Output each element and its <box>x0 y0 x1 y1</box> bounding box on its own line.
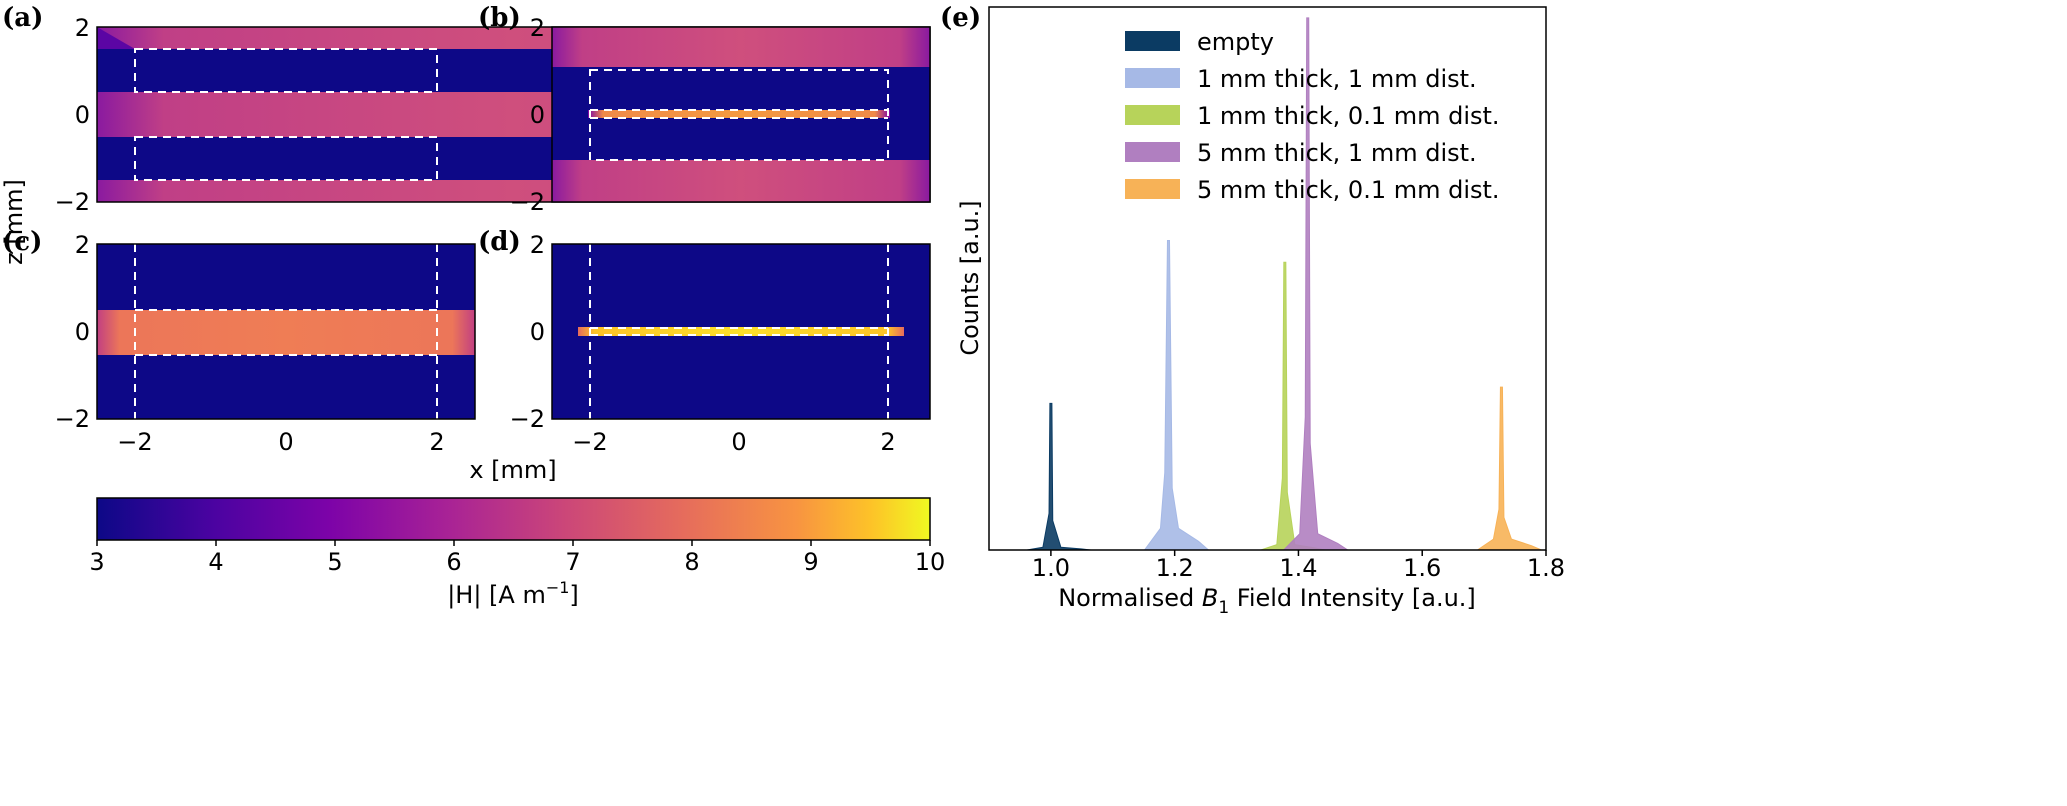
colorbar-tick-label: 3 <box>89 548 104 576</box>
panel-b-bottom-band <box>552 160 930 202</box>
legend-swatch <box>1125 105 1180 125</box>
z-axis-label: z [mm] <box>0 179 28 265</box>
x-tick-label: 0 <box>731 428 746 456</box>
colorbar-tick-label: 4 <box>208 548 223 576</box>
colorbar-tick-label: 5 <box>327 548 342 576</box>
legend-entry-label: empty <box>1197 28 1274 56</box>
colorbar-label: |H| [A m−1] <box>447 578 579 609</box>
histogram-peak <box>1282 17 1350 551</box>
panel-a-edge-wedge <box>97 27 135 49</box>
legend-swatch <box>1125 179 1180 199</box>
z-tick-labels: 2 0 −2 2 0 −2 2 0 −2 2 0 −2 <box>55 14 545 433</box>
colorbar-tick-label: 6 <box>446 548 461 576</box>
panel-b-top-band <box>552 27 930 67</box>
histogram-x-label: Normalised B1 Field Intensity [a.u.] <box>1058 584 1476 618</box>
z-tick-label: 2 <box>530 231 545 259</box>
histogram-panel: (e) 1.0 1.2 1.4 1.6 1.8 Normalised B1 Field … <box>940 3 1565 618</box>
histogram-x-tick-label: 1.0 <box>1032 554 1070 582</box>
x-axis-label: x [mm] <box>469 456 556 484</box>
legend-swatch <box>1125 142 1180 162</box>
colorbar-tick-label: 10 <box>915 548 946 576</box>
panel-b: (b) <box>478 3 931 203</box>
colorbar-gradient <box>96 497 931 541</box>
z-tick-label: 2 <box>75 231 90 259</box>
panel-a-slab-outline-bottom <box>134 136 438 181</box>
colorbar-tick-label: 8 <box>684 548 699 576</box>
z-tick-label: −2 <box>55 405 90 433</box>
z-tick-label: 0 <box>530 101 545 129</box>
x-tick-label: 0 <box>278 428 293 456</box>
histogram-peak <box>1026 402 1091 551</box>
x-tick-label: −2 <box>572 428 607 456</box>
panel-b-slab-outline <box>589 69 889 161</box>
panel-a-label: (a) <box>2 3 43 33</box>
colorbar-ticks: 3 4 5 6 7 8 9 10 <box>89 540 945 576</box>
histogram-peak <box>1475 386 1542 551</box>
x-tick-label: 2 <box>429 428 444 456</box>
colorbar-tick-label: 7 <box>565 548 580 576</box>
z-tick-label: 2 <box>75 14 90 42</box>
legend-entry-label: 1 mm thick, 1 mm dist. <box>1197 65 1477 93</box>
panel-c-frame <box>96 243 476 420</box>
histogram-y-label: Counts [a.u.] <box>956 200 984 355</box>
z-tick-label: −2 <box>510 188 545 216</box>
x-tick-label: 2 <box>880 428 895 456</box>
panel-b-frame <box>551 26 931 203</box>
histogram-x-tick-label: 1.2 <box>1156 554 1194 582</box>
panel-e-label: (e) <box>940 3 981 33</box>
legend-entry-label: 5 mm thick, 1 mm dist. <box>1197 139 1477 167</box>
panel-c: (c) <box>2 227 476 420</box>
z-tick-label: 0 <box>75 318 90 346</box>
legend: empty 1 mm thick, 1 mm dist. 1 mm thick, 0… <box>1125 28 1500 204</box>
panel-a-slab-outline-top <box>134 48 438 93</box>
panel-c-slab-band <box>97 310 475 355</box>
legend-entry-label: 5 mm thick, 0.1 mm dist. <box>1197 176 1500 204</box>
legend-entry-label: 1 mm thick, 0.1 mm dist. <box>1197 102 1500 130</box>
panel-d: (d) <box>478 227 931 420</box>
legend-swatch <box>1125 68 1180 88</box>
panel-c-label: (c) <box>2 227 42 257</box>
z-tick-label: −2 <box>55 188 90 216</box>
panel-d-frame <box>551 243 931 420</box>
histogram-x-tick-label: 1.8 <box>1527 554 1565 582</box>
panel-b-thin-gap-band <box>588 110 890 118</box>
histogram-peak <box>1143 239 1210 551</box>
colorbar: 3 4 5 6 7 8 9 10 |H| [A m−1] <box>89 497 945 609</box>
histogram-x-ticks: 1.0 1.2 1.4 1.6 1.8 <box>1032 550 1565 582</box>
x-tick-label: −2 <box>117 428 152 456</box>
panel-d-thin-band <box>578 327 904 336</box>
z-tick-label: −2 <box>510 405 545 433</box>
histogram-series <box>1026 17 1542 551</box>
panel-b-label: (b) <box>478 3 521 33</box>
legend-swatch <box>1125 31 1180 51</box>
histogram-x-tick-label: 1.6 <box>1403 554 1441 582</box>
z-tick-label: 0 <box>75 101 90 129</box>
panel-d-label: (d) <box>478 227 521 257</box>
colorbar-tick-label: 9 <box>803 548 818 576</box>
x-tick-labels: −2 0 2 −2 0 2 <box>117 428 895 456</box>
z-tick-label: 2 <box>530 14 545 42</box>
z-tick-label: 0 <box>530 318 545 346</box>
histogram-x-tick-label: 1.4 <box>1279 554 1317 582</box>
histogram-frame <box>988 6 1547 551</box>
